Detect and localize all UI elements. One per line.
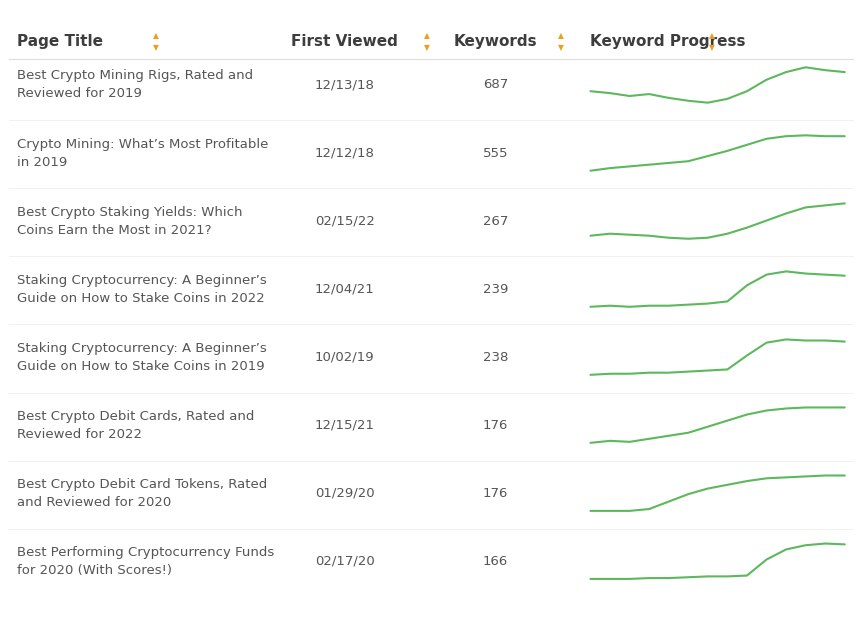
Text: Best Crypto Debit Card Tokens, Rated
and Reviewed for 2020: Best Crypto Debit Card Tokens, Rated and… xyxy=(17,478,267,509)
Text: Keywords: Keywords xyxy=(453,34,537,49)
Text: ▼: ▼ xyxy=(557,43,563,52)
Text: 239: 239 xyxy=(482,282,508,296)
Text: Crypto Mining: What’s Most Profitable
in 2019: Crypto Mining: What’s Most Profitable in… xyxy=(17,137,269,169)
Text: 12/15/21: 12/15/21 xyxy=(314,419,375,432)
Text: Staking Cryptocurrency: A Beginner’s
Guide on How to Stake Coins in 2019: Staking Cryptocurrency: A Beginner’s Gui… xyxy=(17,342,267,373)
Text: 02/15/22: 02/15/22 xyxy=(314,215,375,227)
Text: 555: 555 xyxy=(482,146,508,160)
Text: 12/04/21: 12/04/21 xyxy=(314,282,375,296)
Text: ▼: ▼ xyxy=(709,43,715,52)
Text: First Viewed: First Viewed xyxy=(291,34,398,49)
Text: Staking Cryptocurrency: A Beginner’s
Guide on How to Stake Coins in 2022: Staking Cryptocurrency: A Beginner’s Gui… xyxy=(17,273,267,305)
Text: 687: 687 xyxy=(482,79,508,91)
Text: ▼: ▼ xyxy=(424,43,430,52)
Text: Best Performing Cryptocurrency Funds
for 2020 (With Scores!): Best Performing Cryptocurrency Funds for… xyxy=(17,546,274,577)
Text: 176: 176 xyxy=(482,487,508,500)
Text: 176: 176 xyxy=(482,419,508,432)
Text: ▼: ▼ xyxy=(153,43,159,52)
Text: ▲: ▲ xyxy=(153,31,159,40)
Text: 238: 238 xyxy=(482,351,508,364)
Text: 267: 267 xyxy=(482,215,508,227)
Text: Best Crypto Debit Cards, Rated and
Reviewed for 2022: Best Crypto Debit Cards, Rated and Revie… xyxy=(17,410,254,441)
Text: 166: 166 xyxy=(482,555,508,567)
Text: ▲: ▲ xyxy=(709,31,715,40)
Text: 12/13/18: 12/13/18 xyxy=(314,79,375,91)
Text: 01/29/20: 01/29/20 xyxy=(314,487,375,500)
Text: Keyword Progress: Keyword Progress xyxy=(590,34,745,49)
Text: 10/02/19: 10/02/19 xyxy=(314,351,375,364)
Text: ▲: ▲ xyxy=(424,31,430,40)
Text: 02/17/20: 02/17/20 xyxy=(314,555,375,567)
Text: 12/12/18: 12/12/18 xyxy=(314,146,375,160)
Text: Best Crypto Staking Yields: Which
Coins Earn the Most in 2021?: Best Crypto Staking Yields: Which Coins … xyxy=(17,206,243,236)
Text: Page Title: Page Title xyxy=(17,34,103,49)
Text: ▲: ▲ xyxy=(557,31,563,40)
Text: Best Crypto Mining Rigs, Rated and
Reviewed for 2019: Best Crypto Mining Rigs, Rated and Revie… xyxy=(17,70,253,100)
